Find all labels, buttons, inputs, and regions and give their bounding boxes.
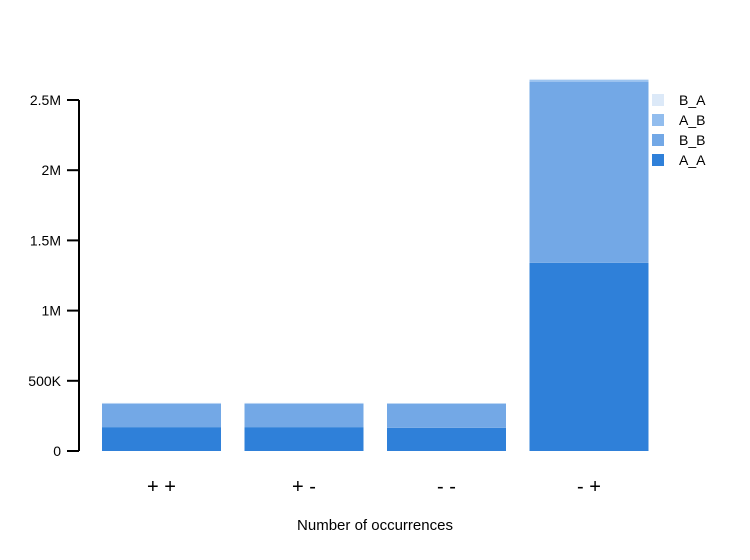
bar-A_A-3 — [530, 263, 649, 451]
bar-B_B-1 — [245, 404, 364, 427]
bar-B_B-2 — [387, 404, 506, 428]
bar-A_A-0 — [102, 427, 221, 451]
legend-label: A_A — [679, 152, 706, 168]
legend: B_A A_B B_B A_A — [652, 92, 706, 168]
y-tick-label: 500K — [28, 373, 61, 389]
legend-swatch — [652, 114, 664, 126]
x-tick-label: - + — [577, 476, 601, 498]
legend-swatch — [652, 94, 664, 106]
bar-B_B-0 — [102, 404, 221, 427]
y-axis: 0 500K 1M 1.5M 2M 2.5M — [28, 92, 79, 459]
y-tick-label: 2.5M — [30, 92, 61, 108]
x-axis-ticks: + + + - - - - + — [147, 476, 601, 498]
bar-A_B-3 — [530, 80, 649, 82]
bar-B_A-3 — [530, 79, 649, 80]
x-axis-label: Number of occurrences — [297, 517, 453, 534]
bar-A_A-2 — [387, 428, 506, 451]
bars-group — [102, 79, 649, 451]
legend-label: A_B — [679, 112, 705, 128]
x-tick-label: + + — [147, 476, 176, 498]
x-tick-label: + - — [292, 476, 316, 498]
legend-label: B_B — [679, 132, 705, 148]
y-tick-label: 2M — [42, 162, 61, 178]
legend-label: B_A — [679, 92, 706, 108]
legend-swatch — [652, 154, 664, 166]
bar-A_B-1 — [245, 403, 364, 404]
y-tick-label: 1M — [42, 303, 61, 319]
bar-A_B-2 — [387, 403, 506, 404]
x-tick-label: - - — [437, 476, 456, 498]
bar-A_A-1 — [245, 427, 364, 451]
bar-A_B-0 — [102, 403, 221, 404]
y-tick-label: 0 — [53, 443, 61, 459]
y-tick-label: 1.5M — [30, 232, 61, 248]
legend-swatch — [652, 134, 664, 146]
bar-B_B-3 — [530, 82, 649, 263]
